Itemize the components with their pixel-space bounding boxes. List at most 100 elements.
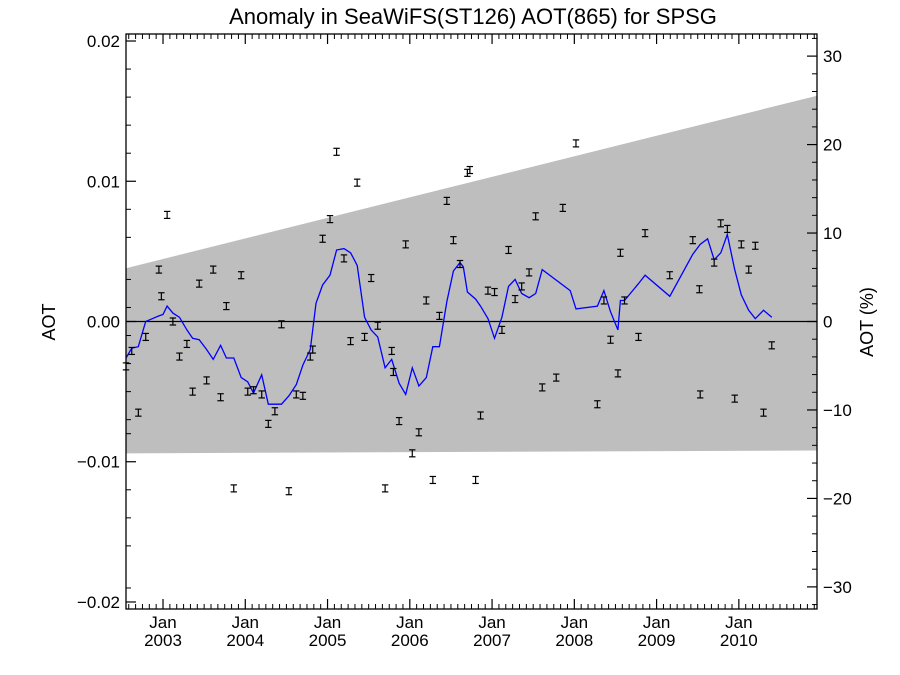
data-point — [217, 393, 224, 402]
data-point — [258, 390, 265, 399]
data-point — [614, 369, 622, 378]
chart-title: Anomaly in SeaWiFS(ST126) AOT(865) for S… — [229, 4, 717, 29]
data-point — [230, 484, 237, 493]
data-point — [466, 165, 474, 175]
y-axis-label-right: AOT (%) — [857, 287, 877, 357]
data-point — [128, 346, 135, 356]
data-point — [183, 339, 191, 349]
data-point — [395, 416, 403, 426]
x-tick-label-month: Jan — [561, 613, 588, 632]
data-point — [265, 419, 272, 428]
data-point — [155, 265, 163, 274]
x-tick-label-year: 2003 — [144, 631, 182, 650]
data-point — [617, 248, 624, 257]
data-point — [333, 147, 340, 156]
data-point — [559, 203, 567, 213]
data-point — [539, 383, 546, 392]
y-axis-label-left: AOT — [39, 303, 59, 340]
x-tick-label-month: Jan — [149, 613, 176, 632]
data-point — [429, 475, 437, 485]
data-point — [388, 346, 395, 356]
data-point — [326, 215, 334, 224]
x-tick-label-month: Jan — [232, 613, 259, 632]
data-point — [752, 241, 759, 250]
data-point — [142, 332, 149, 342]
x-tick-label-month: Jan — [396, 613, 423, 632]
x-tick-label-year: 2004 — [226, 631, 264, 650]
data-point — [696, 390, 704, 399]
data-point — [594, 400, 601, 409]
data-point — [484, 286, 492, 295]
data-point — [532, 212, 539, 221]
y-tick-label-right: −30 — [823, 578, 852, 597]
data-point — [309, 345, 316, 354]
data-points-layer — [122, 139, 775, 496]
data-point — [600, 296, 608, 305]
tick-layer: 0.020.010.00−0.01−0.023020100−10−20−30Ja… — [77, 32, 852, 650]
data-point — [244, 387, 251, 396]
data-point — [135, 408, 142, 417]
y-tick-label-right: 0 — [823, 313, 832, 332]
data-point — [443, 196, 451, 205]
x-tick-label-year: 2010 — [720, 631, 758, 650]
data-point — [169, 317, 177, 326]
data-point — [415, 428, 423, 437]
smoothed-series-line — [125, 232, 773, 405]
data-point — [511, 294, 519, 304]
data-point — [745, 265, 752, 274]
x-tick-label-month: Jan — [314, 613, 341, 632]
data-point — [498, 325, 506, 335]
smoothed-line-layer — [125, 232, 773, 405]
data-point — [271, 407, 279, 416]
data-point — [724, 224, 731, 234]
data-point — [738, 240, 745, 249]
y-tick-label-right: 30 — [823, 47, 842, 66]
data-point — [196, 279, 203, 288]
data-point — [209, 265, 217, 274]
data-point — [319, 234, 326, 243]
data-point — [223, 301, 230, 311]
data-point — [572, 139, 580, 148]
data-point — [436, 311, 443, 320]
data-point — [163, 210, 171, 220]
data-point — [666, 271, 673, 280]
y-tick-label-left: 0.01 — [87, 172, 120, 191]
data-point — [607, 335, 614, 344]
data-point — [347, 337, 354, 346]
data-point — [381, 484, 389, 493]
data-point — [641, 229, 649, 238]
data-point — [505, 245, 512, 255]
data-point — [299, 391, 307, 400]
x-tick-label-year: 2009 — [638, 631, 676, 650]
data-point — [450, 236, 457, 245]
data-point — [696, 285, 703, 294]
data-point — [621, 296, 628, 305]
y-tick-label-left: 0.00 — [87, 313, 120, 332]
data-point — [374, 321, 381, 330]
data-point — [353, 178, 361, 187]
x-tick-label-year: 2006 — [391, 631, 429, 650]
x-tick-label-month: Jan — [725, 613, 752, 632]
uncertainty-envelope-layer — [126, 95, 817, 454]
data-point — [456, 259, 464, 269]
y-tick-label-right: −10 — [823, 401, 852, 420]
data-point — [203, 376, 210, 385]
data-point — [553, 373, 560, 382]
data-point — [285, 487, 293, 496]
y-tick-label-right: −20 — [823, 489, 852, 508]
data-point — [689, 236, 696, 245]
y-tick-label-right: 20 — [823, 136, 842, 155]
data-point — [731, 394, 738, 403]
data-point — [293, 390, 300, 399]
data-point — [472, 475, 479, 485]
data-point — [278, 320, 285, 329]
x-tick-label-year: 2007 — [473, 631, 511, 650]
data-point — [423, 296, 430, 305]
data-point — [518, 282, 525, 291]
x-tick-label-month: Jan — [478, 613, 505, 632]
data-point — [176, 352, 183, 361]
data-point — [367, 273, 375, 283]
y-tick-label-left: 0.02 — [87, 32, 120, 51]
data-point — [402, 240, 409, 249]
